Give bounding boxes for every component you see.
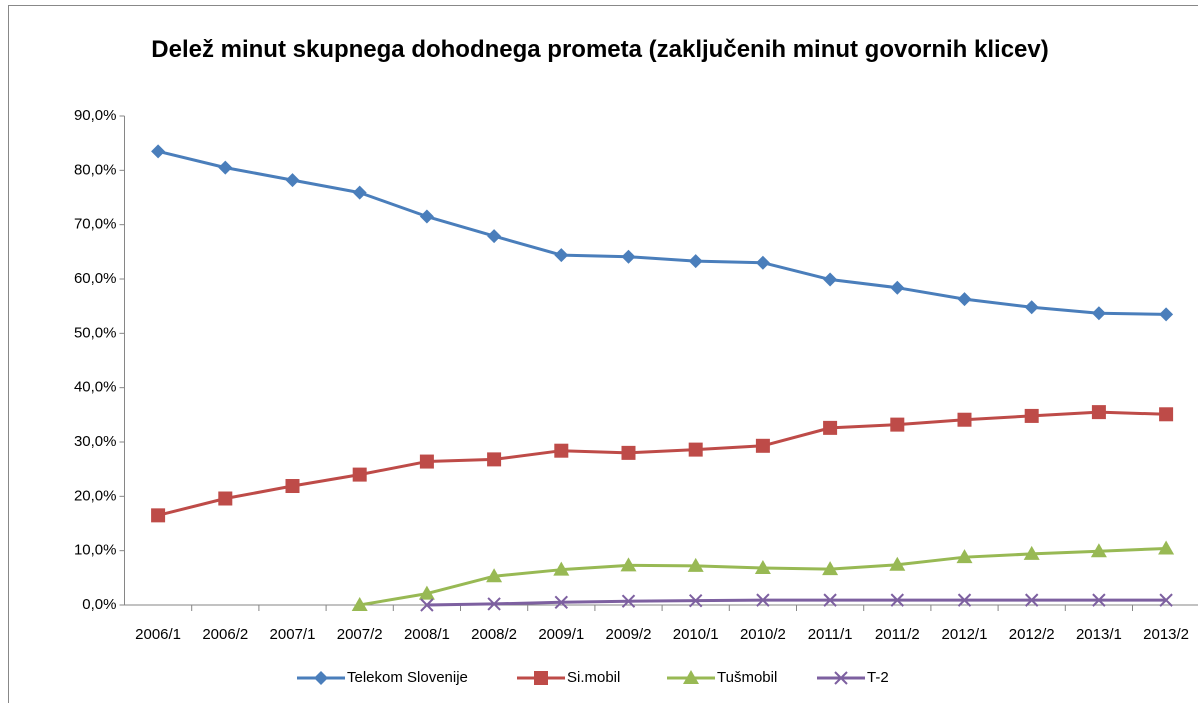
data-point [285,479,300,494]
data-point [1159,593,1173,607]
data-point [688,593,703,608]
y-tick-label: 60,0% [74,270,117,287]
x-tick-label: 2007/2 [337,626,383,643]
data-point [218,491,233,506]
data-point [419,454,434,469]
y-tick-label: 70,0% [74,216,117,233]
x-tick-label: 2010/2 [740,626,786,643]
data-point [823,593,837,607]
data-point [418,585,435,600]
x-tick-label: 2011/1 [808,626,853,643]
data-point [956,549,973,564]
data-point [486,568,503,583]
chart-title: Delež minut skupnega dohodnega prometa (… [151,36,1049,63]
data-point [1024,408,1039,423]
data-point [687,557,704,572]
y-tick-label: 80,0% [74,161,117,178]
data-point [554,248,569,263]
data-point [823,420,838,435]
data-point [487,452,502,467]
x-tick-label: 2010/1 [673,626,719,643]
legend-marker [314,671,328,685]
y-tick-label: 40,0% [74,379,117,396]
data-point [755,255,770,270]
data-point [1159,407,1174,422]
data-point [553,561,570,576]
legend-label: T-2 [867,669,889,686]
y-tick-label: 0,0% [82,596,116,613]
y-tick-label: 90,0% [74,107,117,124]
legend-marker [834,671,848,685]
data-point [554,595,569,609]
data-point [352,467,367,482]
data-point [688,442,703,457]
x-tick-label: 2006/2 [202,626,248,643]
data-point [285,173,300,188]
y-tick-label: 10,0% [74,542,117,559]
x-tick-label: 2012/2 [1009,626,1055,643]
y-tick-label: 50,0% [74,324,117,341]
data-point [890,593,905,607]
x-tick-label: 2011/2 [875,626,920,643]
data-point [890,417,905,432]
legend-marker [534,671,548,685]
x-tick-label: 2009/1 [538,626,584,643]
legend-label: Telekom Slovenije [347,669,468,686]
data-point [1091,306,1106,321]
data-point [487,597,501,611]
data-point [487,229,502,244]
x-tick-label: 2008/1 [404,626,450,643]
data-point [1091,405,1106,420]
data-point [151,508,166,523]
data-point [554,443,569,458]
data-point [351,597,368,611]
x-tick-label: 2013/1 [1076,626,1122,643]
data-point [620,557,637,572]
data-point [756,593,770,607]
chart-frame [8,5,1198,703]
y-tick-label: 20,0% [74,487,117,504]
legend-marker [683,670,699,684]
data-point [419,209,434,224]
legend-label: Tušmobil [717,669,777,686]
data-point [151,144,166,159]
data-point [823,272,838,287]
data-point [1158,540,1175,555]
data-point [1159,307,1174,322]
data-point [621,445,636,460]
data-point [218,160,233,175]
data-point [1024,593,1039,607]
data-point [754,560,771,575]
y-tick-label: 30,0% [74,433,117,450]
data-point [621,249,636,264]
data-point [420,598,434,612]
x-tick-label: 2013/2 [1143,626,1189,643]
data-point [957,292,972,307]
data-point [621,594,636,608]
data-point [1090,543,1107,558]
series-line [426,598,1167,607]
data-point [755,438,770,453]
data-point [822,561,839,576]
series-line [157,149,1167,316]
x-tick-label: 2006/1 [135,626,181,643]
data-point [889,556,906,571]
data-point [890,280,905,295]
data-point [1023,545,1040,560]
data-point [688,254,703,269]
x-tick-label: 2009/2 [606,626,652,643]
data-point [1092,593,1106,607]
series-line [157,410,1167,517]
data-point [352,185,367,200]
data-point [957,412,972,427]
legend-label: Si.mobil [567,669,620,686]
data-point [957,593,972,607]
x-tick-label: 2012/1 [942,626,988,643]
x-tick-label: 2008/2 [471,626,517,643]
x-tick-label: 2007/1 [270,626,316,643]
data-point [1024,300,1039,315]
